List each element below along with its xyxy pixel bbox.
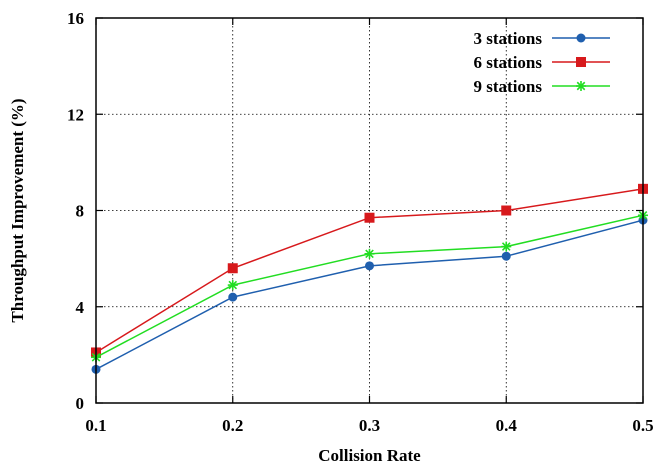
legend: 3 stations 6 stations 9 stations xyxy=(474,29,610,96)
x-tick-label-2: 0.3 xyxy=(359,416,380,435)
legend-marker-1 xyxy=(576,57,586,67)
grid-lines xyxy=(96,18,643,403)
y-tick-label-2: 8 xyxy=(76,202,85,221)
y-tick-label-1: 4 xyxy=(76,298,85,317)
x-tick-label-3: 0.4 xyxy=(496,416,518,435)
series-1-point-1 xyxy=(227,263,238,274)
legend-marker-2 xyxy=(576,81,586,91)
y-tick-label-4: 16 xyxy=(67,9,84,28)
x-tick-labels: 0.1 0.2 0.3 0.4 0.5 xyxy=(85,416,653,435)
x-tick-label-4: 0.5 xyxy=(632,416,653,435)
legend-label-1: 6 stations xyxy=(474,53,543,72)
series-0-point-1 xyxy=(228,292,238,302)
x-axis-title: Collision Rate xyxy=(318,446,421,465)
y-tick-label-0: 0 xyxy=(76,394,85,413)
legend-item-0: 3 stations xyxy=(474,29,610,48)
legend-item-2: 9 stations xyxy=(474,77,610,96)
series-1-point-3 xyxy=(501,205,512,216)
series-0-point-2 xyxy=(365,261,374,271)
x-tick-label-0: 0.1 xyxy=(85,416,106,435)
y-tick-labels: 0 4 8 12 16 xyxy=(67,9,85,413)
y-tick-label-3: 12 xyxy=(67,105,84,124)
series-1-point-2 xyxy=(364,212,375,223)
x-tick-label-1: 0.2 xyxy=(222,416,243,435)
series-2-point-3 xyxy=(501,241,512,252)
legend-label-0: 3 stations xyxy=(474,29,543,48)
legend-item-1: 6 stations xyxy=(474,53,610,72)
series-2-point-2 xyxy=(364,248,375,259)
series-2-point-1 xyxy=(227,280,238,291)
legend-marker-0 xyxy=(576,33,586,43)
tick-marks xyxy=(95,17,644,404)
series-0-point-3 xyxy=(501,251,511,261)
legend-label-2: 9 stations xyxy=(474,77,543,96)
y-axis-title: Throughput Improvement (%) xyxy=(8,98,27,322)
